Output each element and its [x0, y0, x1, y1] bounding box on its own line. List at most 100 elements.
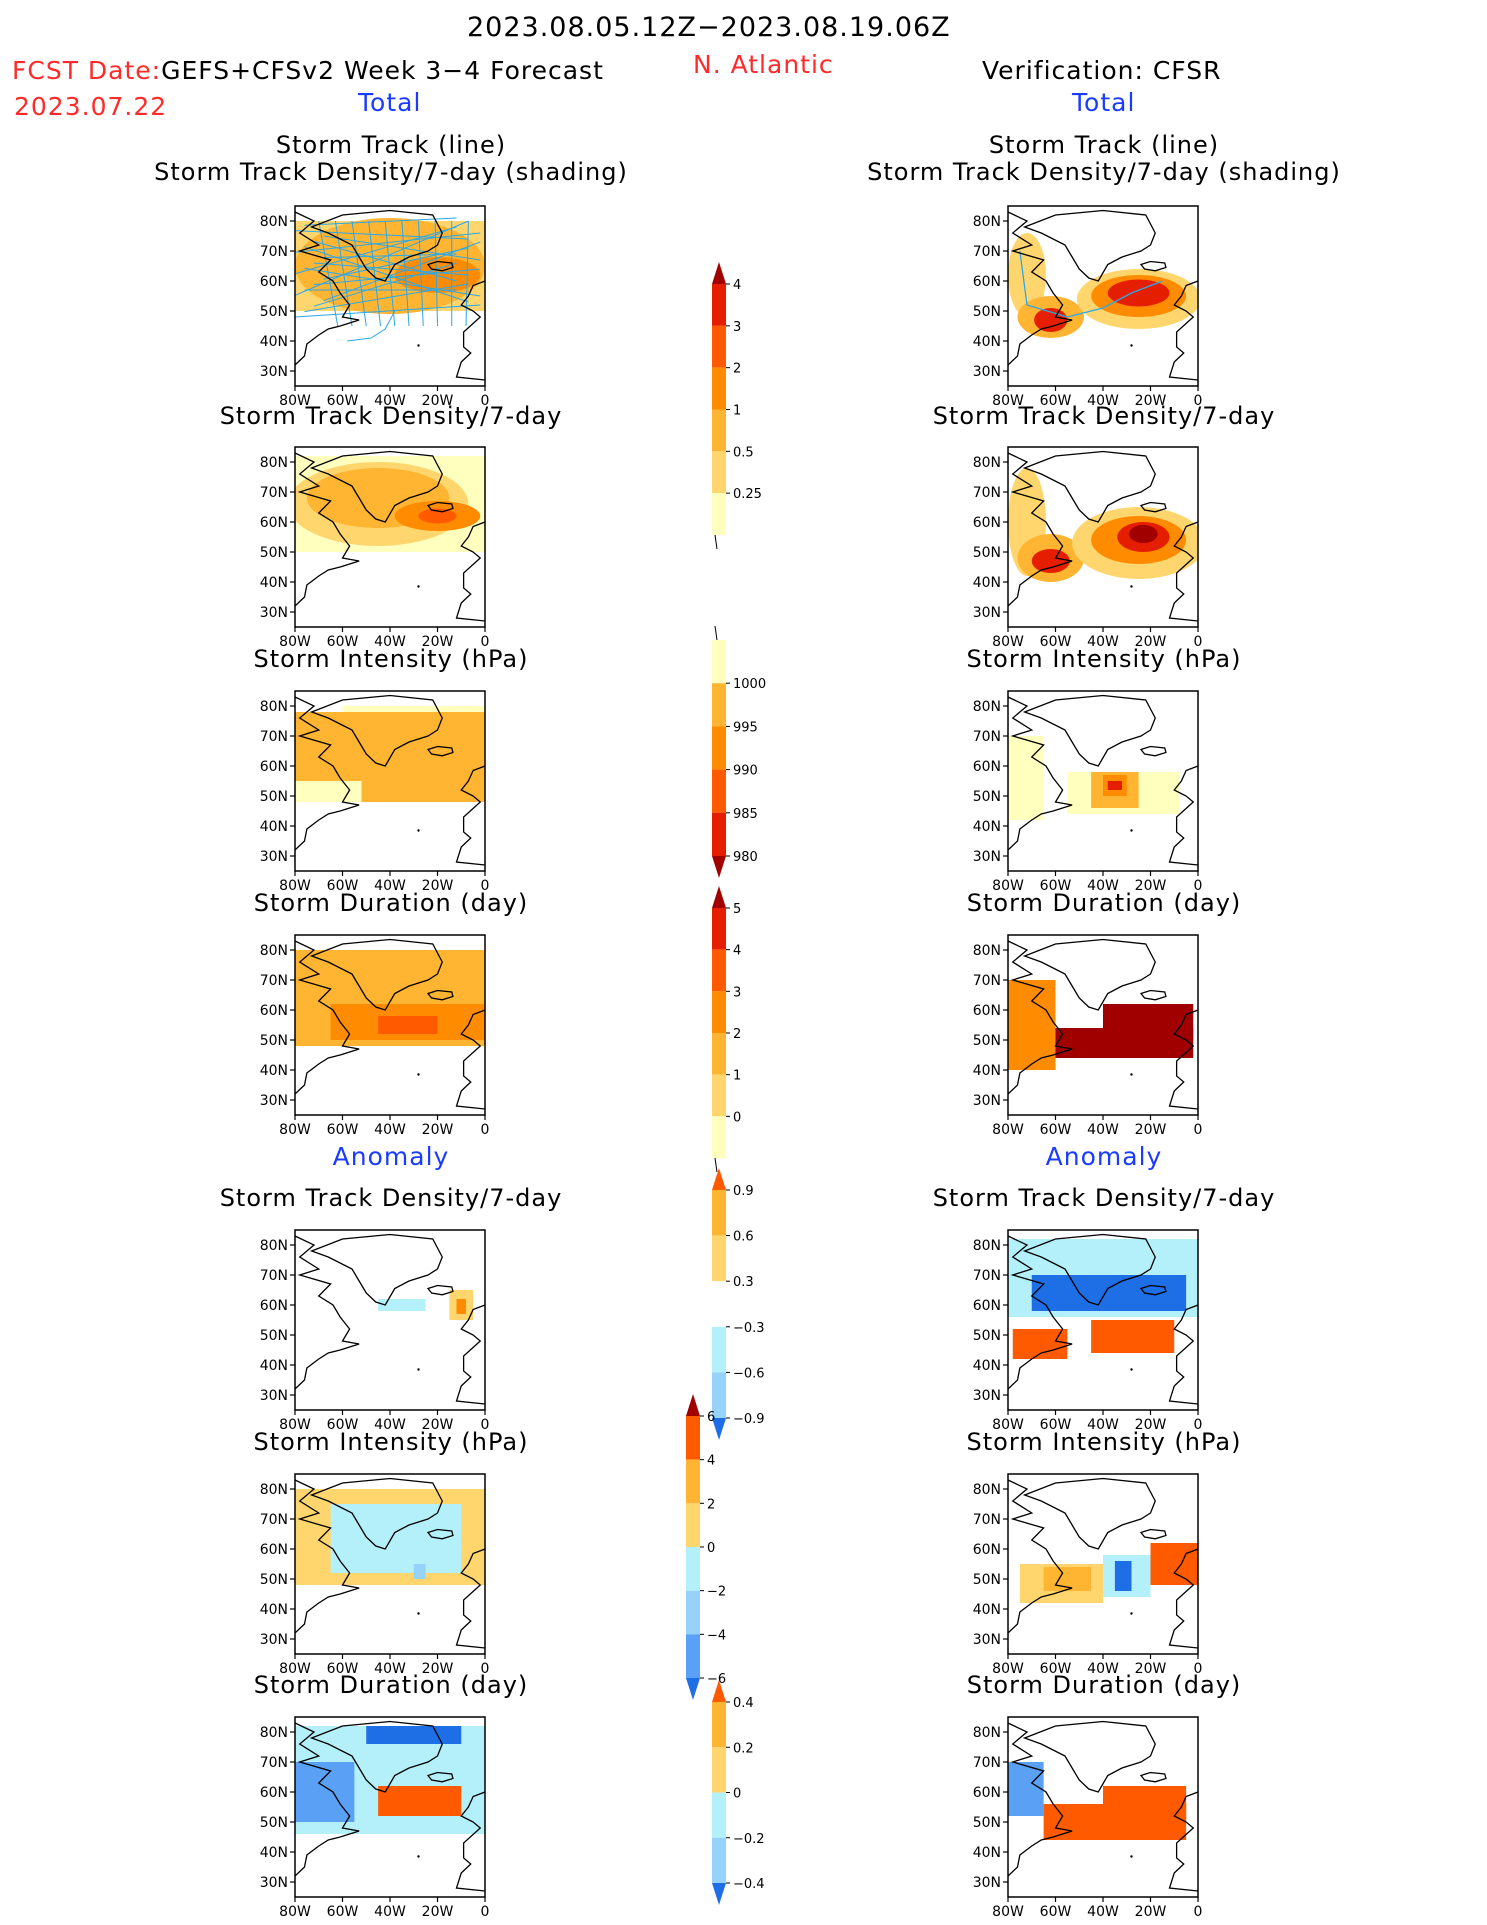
colorbar-label: 0.2 [733, 1741, 754, 1756]
lon-tick-label: 40W [374, 393, 406, 409]
map-shading [295, 209, 485, 381]
lat-tick-label: 30N [260, 605, 288, 621]
azores-island [1130, 829, 1133, 832]
europe-africa-coastline [1168, 1009, 1198, 1110]
storm-track-line [295, 220, 469, 296]
lat-tick-label: 50N [973, 1815, 1001, 1831]
colorbar-density: 4 3 2 1 0.5 0.25 [712, 262, 762, 550]
duration-cell [378, 1016, 438, 1034]
lon-tick-label: 60W [327, 1122, 359, 1138]
lon-tick-label: 0 [1194, 393, 1203, 409]
lon-tick-label: 0 [481, 1661, 490, 1677]
lat-tick-label: 30N [260, 1388, 288, 1404]
colorbar-swatch [686, 1459, 700, 1504]
colorbar-label: 4 [733, 278, 741, 293]
north-america-coastline [295, 452, 360, 607]
colorbar-swatch [712, 1190, 726, 1236]
map-shading [1008, 1233, 1198, 1405]
map-shading [1008, 1720, 1198, 1892]
colorbar-swatch [686, 1678, 700, 1700]
azores-island [417, 1368, 420, 1371]
azores-island [417, 829, 420, 832]
colorbar-swatch [712, 284, 726, 326]
greenland-coastline [309, 938, 443, 1011]
colorbar-swatch [712, 640, 726, 684]
colorbar-swatch [712, 1281, 726, 1327]
colorbar-swatch [686, 1590, 700, 1635]
lat-tick-label: 40N [260, 1063, 288, 1079]
lat-tick-label: 60N [973, 759, 1001, 775]
anomaly-cell [1008, 1762, 1044, 1816]
colorbar-swatch [712, 812, 726, 856]
colorbar-swatch [712, 726, 726, 770]
panel-title-v4: Storm Track Density/7-day [932, 1184, 1276, 1212]
density-shade [1129, 525, 1158, 543]
lat-tick-label: 70N [973, 1512, 1001, 1528]
lat-tick-label: 70N [260, 1268, 288, 1284]
storm-track-line [304, 267, 481, 297]
europe-africa-coastline [1168, 765, 1198, 866]
colorbar-swatch [712, 325, 726, 368]
duration-cell [1103, 1004, 1194, 1040]
lon-tick-label: 20W [422, 1904, 454, 1920]
lon-tick-label: 60W [327, 1661, 359, 1677]
anomaly-cell [295, 1762, 355, 1822]
lat-tick-label: 40N [973, 1602, 1001, 1618]
colorbar-tail [714, 534, 718, 550]
lat-tick-label: 70N [260, 729, 288, 745]
lon-tick-label: 60W [327, 634, 359, 650]
lon-tick-label: 20W [422, 393, 454, 409]
colorbar-label: 0.5 [733, 445, 754, 460]
colorbar-label: 2 [733, 1027, 741, 1042]
lat-tick-label: 80N [973, 1238, 1001, 1254]
lat-tick-label: 40N [973, 1845, 1001, 1861]
map-panel-forecast-duration: 80N 70N 60N 50N 40N 30N 80W 60W 40W 20W 0 [260, 934, 489, 1138]
storm-track-line [304, 283, 469, 313]
colorbar-label: 0.25 [733, 487, 762, 502]
fcst-label: FCST Date: [12, 56, 162, 85]
lat-tick-label: 30N [973, 364, 1001, 380]
lat-tick-label: 70N [973, 729, 1001, 745]
lon-tick-label: 60W [1040, 1661, 1072, 1677]
colorbar-swatch [712, 1168, 726, 1190]
storm-track-line [418, 220, 424, 327]
panel-title-v0-line2: Storm Track Density/7-day (shading) [867, 158, 1341, 186]
lon-tick-label: 80W [279, 634, 311, 650]
colorbar-label: 6 [707, 1410, 715, 1425]
colorbar-swatch [712, 1702, 726, 1748]
europe-africa-coastline [455, 765, 485, 866]
europe-africa-coastline [455, 1009, 485, 1110]
colorbar-intensity: 1000 995 990 985 980 [712, 625, 766, 878]
lon-tick-label: 80W [279, 1417, 311, 1433]
colorbar-label: −0.9 [733, 1412, 765, 1427]
lat-tick-label: 80N [973, 1725, 1001, 1741]
duration-cell [1008, 980, 1056, 1070]
model-label: GEFS+CFSv2 Week 3−4 Forecast [161, 56, 604, 85]
colorbar-label: 1000 [733, 677, 766, 692]
map-panel-forecast-intensity_anom: 80N 70N 60N 50N 40N 30N 80W 60W 40W 20W 0 [260, 1473, 490, 1677]
lon-tick-label: 0 [1194, 634, 1203, 650]
colorbar-swatch [712, 1033, 726, 1075]
lat-tick-label: 50N [260, 304, 288, 320]
lat-tick-label: 60N [260, 1785, 288, 1801]
colorbar-swatch [712, 1372, 726, 1418]
lon-tick-label: 40W [374, 1122, 406, 1138]
region-label: N. Atlantic [693, 50, 834, 79]
lat-tick-label: 50N [260, 789, 288, 805]
map-panel-verification-track: 80N 70N 60N 50N 40N 30N 80W 60W 40W 20W 0 [973, 205, 1203, 409]
greenland-coastline [309, 1720, 443, 1793]
north-america-coastline [1008, 1479, 1073, 1634]
colorbar-swatch [712, 1883, 726, 1905]
colorbar-label: −0.6 [733, 1366, 765, 1381]
lat-tick-label: 30N [973, 1093, 1001, 1109]
lat-tick-label: 60N [973, 515, 1001, 531]
colorbar-label: 1 [733, 404, 741, 419]
lat-tick-label: 50N [260, 545, 288, 561]
storm-track-line [434, 220, 438, 327]
colorbar-swatch [712, 1074, 726, 1117]
density-shade [1031, 549, 1070, 573]
colorbar-label: 3 [733, 320, 741, 335]
lon-tick-label: 20W [422, 1122, 454, 1138]
azores-island [1130, 1073, 1133, 1076]
